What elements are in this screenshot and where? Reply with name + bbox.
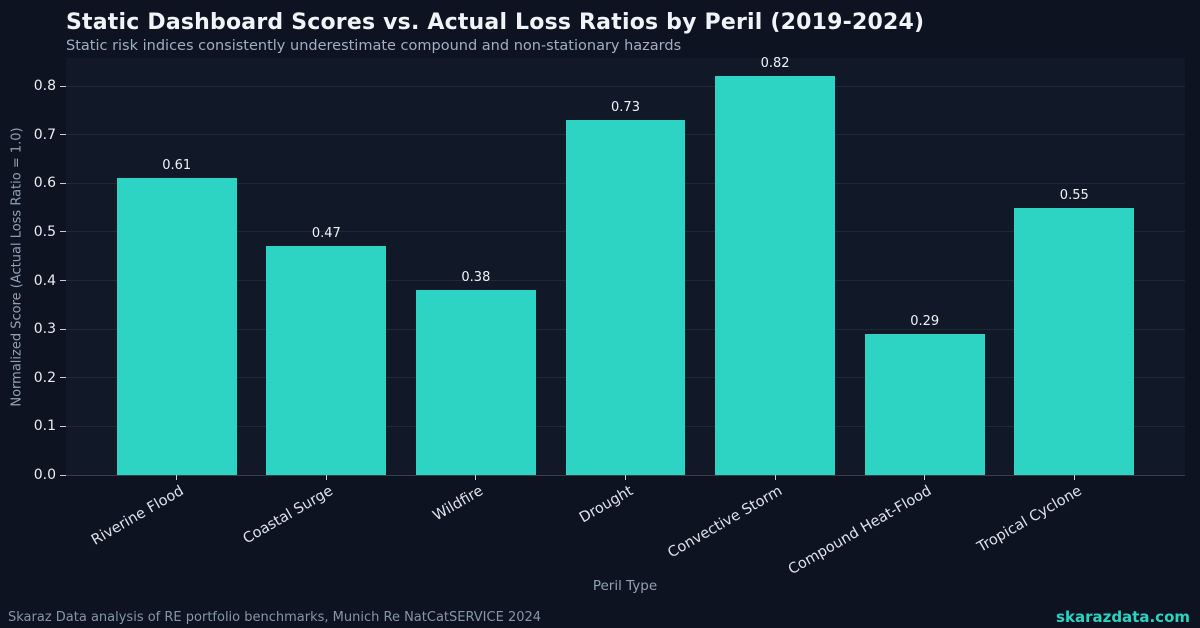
x-tick-mark: [475, 475, 477, 480]
x-tick-mark: [176, 475, 178, 480]
chart-title: Static Dashboard Scores vs. Actual Loss …: [66, 10, 925, 35]
x-tick-label: Wildfire: [430, 483, 486, 525]
y-tick-mark: [60, 231, 66, 233]
x-axis-label: Peril Type: [592, 578, 658, 594]
x-tick-label: Coastal Surge: [240, 483, 337, 548]
x-tick-mark: [625, 475, 626, 480]
x-tick-label: Riverine Flood: [88, 483, 187, 549]
bar-value-label: 0.55: [1059, 187, 1089, 203]
y-tick-mark: [60, 328, 66, 330]
y-tick-mark: [60, 377, 66, 379]
x-tick-mark: [325, 475, 327, 480]
x-tick-mark: [924, 475, 926, 480]
bar: [864, 333, 985, 475]
bar: [1014, 207, 1135, 475]
gridline: [66, 85, 1185, 87]
y-tick-label: 0.0: [33, 467, 56, 483]
watermark-brand-text: skarazdata.com: [1056, 608, 1190, 626]
x-tick-label: Convective Storm: [665, 483, 786, 562]
y-tick-mark: [60, 85, 66, 87]
bar-value-label: 0.38: [461, 270, 491, 286]
x-tick-mark: [774, 475, 776, 480]
x-tick-label: Tropical Cyclone: [974, 483, 1085, 556]
y-tick-label: 0.6: [33, 175, 56, 192]
bar: [266, 246, 387, 475]
x-tick-label: Compound Heat-Flood: [786, 483, 935, 579]
y-tick-label: 0.5: [33, 223, 56, 240]
bar: [416, 290, 536, 475]
chart-subtitle: Static risk indices consistently underes…: [66, 38, 682, 54]
y-tick-label: 0.8: [33, 78, 56, 94]
x-tick-label: Drought: [576, 483, 636, 527]
footer-source-text: Skaraz Data analysis of RE portfolio ben…: [8, 610, 542, 625]
y-tick-mark: [60, 474, 66, 476]
y-tick-mark: [60, 425, 66, 427]
y-tick-label: 0.1: [33, 418, 56, 435]
y-tick-label: 0.7: [33, 126, 56, 143]
x-tick-mark: [1073, 475, 1075, 480]
bar: [565, 120, 686, 475]
y-tick-mark: [60, 134, 66, 136]
y-tick-mark: [60, 182, 66, 184]
bar-value-label: 0.29: [910, 313, 940, 329]
bar: [116, 178, 237, 475]
bar-value-label: 0.61: [162, 158, 192, 174]
bar: [715, 76, 835, 475]
y-tick-label: 0.4: [33, 272, 56, 289]
y-tick-label: 0.2: [33, 369, 56, 386]
bar-value-label: 0.82: [760, 56, 790, 72]
y-axis-label: Normalized Score (Actual Loss Ratio = 1.…: [9, 127, 25, 407]
y-tick-label: 0.3: [33, 321, 56, 338]
bar-value-label: 0.73: [611, 100, 640, 116]
bar-value-label: 0.47: [311, 226, 341, 242]
y-tick-mark: [60, 280, 66, 281]
